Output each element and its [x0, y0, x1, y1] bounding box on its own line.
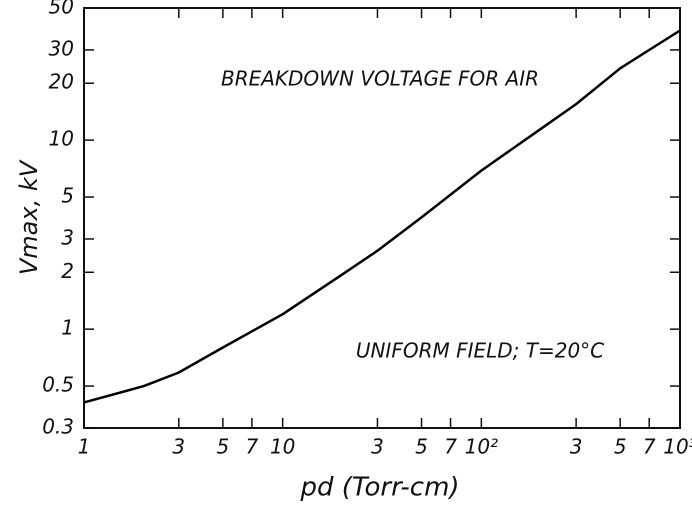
x-tick-label: 1 [78, 435, 91, 459]
y-axis-label: Vmax, kV [15, 159, 43, 275]
y-tick-label: 3 [61, 225, 74, 249]
y-tick-label: 20 [49, 70, 74, 94]
x-axis-label: pd (Torr-cm) [299, 473, 459, 503]
annotation: BREAKDOWN VOLTAGE FOR AIR [221, 67, 539, 91]
data-line [83, 29, 681, 404]
y-tick-label: 50 [49, 0, 74, 19]
plot-frame [83, 7, 681, 429]
x-tick-label: 10 [270, 435, 295, 459]
x-tick-label: 10² [465, 435, 498, 459]
y-tick-label: 0.3 [42, 415, 74, 439]
x-tick-label: 3 [172, 435, 185, 459]
x-tick-label: 7 [246, 435, 259, 459]
annotation: UNIFORM FIELD; T=20°C [356, 339, 604, 363]
x-tick-label: 3 [371, 435, 384, 459]
x-tick-label: 7 [643, 435, 656, 459]
x-tick-label: 3 [570, 435, 583, 459]
y-tick-label: 2 [61, 259, 74, 283]
y-tick-label: 0.5 [42, 373, 74, 397]
y-tick-label: 1 [61, 316, 74, 340]
x-tick-label: 7 [444, 435, 457, 459]
x-tick-label: 5 [216, 435, 229, 459]
x-tick-label: 10³ [663, 435, 692, 459]
x-tick-label: 5 [415, 435, 428, 459]
y-tick-label: 5 [61, 184, 74, 208]
y-tick-label: 10 [49, 127, 74, 151]
x-tick-label: 5 [614, 435, 627, 459]
y-tick-label: 30 [49, 36, 74, 60]
